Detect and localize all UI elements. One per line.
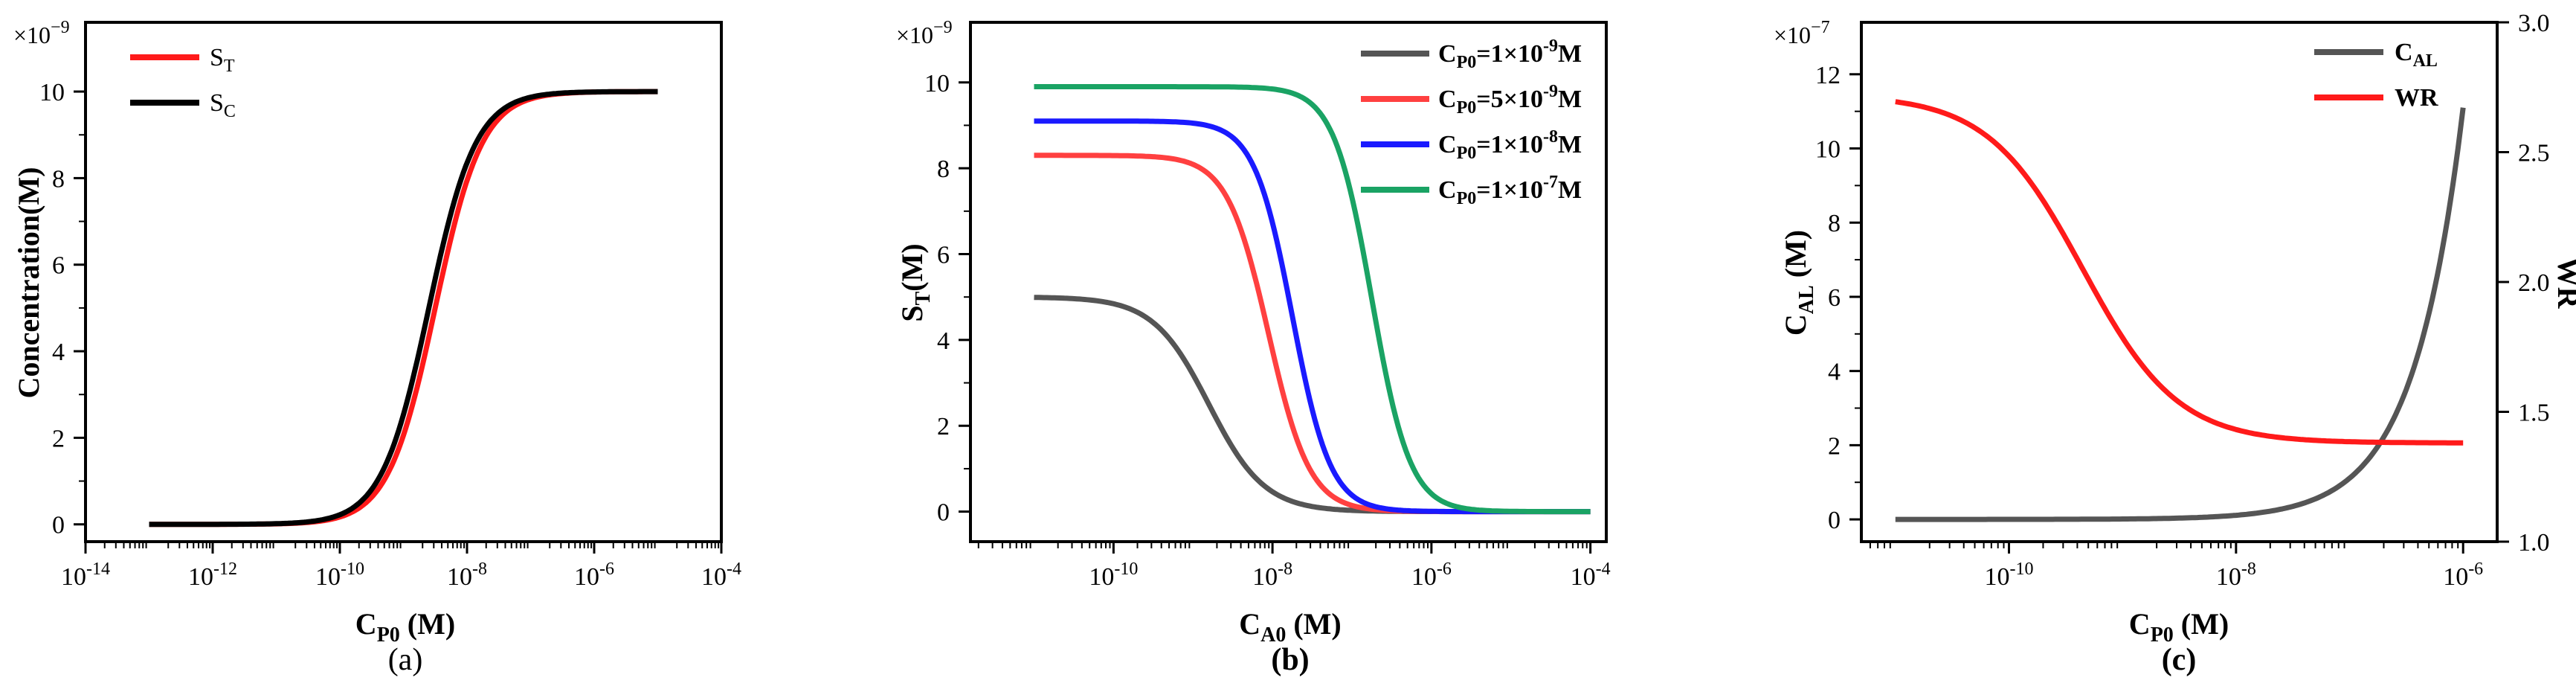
x-tick-label: 10-6 [1411,560,1452,591]
series-line-2 [1034,153,1591,515]
x-tick-label: 10-8 [1252,560,1292,591]
y-tick-label: 2 [52,425,65,452]
legend-label-1: CP0=1×10-9M [1438,36,1582,72]
panel-c-curves [1895,99,2466,522]
legend-label-sc: SC [210,89,236,121]
panel-b: 10-10 10-8 10-6 10-4 0 2 4 6 8 10 ×10−9 ST(M) CA… [895,18,1611,677]
panel-b-y-label: ST(M) [895,243,935,321]
panel-c-legend: CAL WR [2314,39,2438,112]
series-line-1 [1895,107,2466,522]
panel-c-label: (c) [2162,643,2197,677]
legend-label-4: CP0=1×10-7M [1438,173,1582,208]
panel-c-y2-ticks: 1.0 1.5 2.0 2.5 3.0 [2497,10,2550,557]
panel-a-y-label: Concentration(M) [12,167,45,398]
x-tick-label: 10-10 [315,560,364,591]
y2-tick-label: 1.0 [2518,529,2550,557]
panel-a-frame [84,21,723,543]
x-tick-label: 10-6 [2443,560,2483,591]
panel-c-y-ticks: 0 2 4 6 8 10 12 [1815,62,1861,534]
y-tick-label: 0 [937,499,950,527]
y2-tick-label: 2.5 [2518,140,2550,167]
panel-a-y-ticks: 0 2 4 6 8 10 [39,79,86,539]
y-tick-label: 8 [937,156,950,183]
x-tick-label: 10-10 [1089,560,1138,591]
panel-a-label: (a) [388,643,423,677]
y-tick-label: 10 [924,70,950,97]
x-tick-label: 10-4 [701,560,741,591]
panel-b-curves [1034,84,1591,515]
panel-b-y-ticks: 0 2 4 6 8 10 [924,70,970,527]
panel-b-label: (b) [1271,643,1309,677]
panel-b-frame [969,21,1608,543]
panel-b-x-ticks: 10-10 10-8 10-6 10-4 [977,542,1611,591]
x-tick-label: 10-12 [188,560,237,591]
panel-b-multiplier: ×10−9 [896,18,953,48]
panel-a-legend: ST SC [130,44,236,121]
y2-tick-label: 1.5 [2518,400,2550,427]
panel-a-curves [149,89,658,528]
panel-a: 10-14 10-12 10-10 10-8 10-6 10-4 0 2 4 6 8 10 ×10−… [12,18,741,677]
y-tick-label: 0 [1828,507,1841,534]
panel-c-multiplier: ×10−7 [1774,18,1830,48]
y-tick-label: 4 [1828,359,1841,386]
x-tick-label: 10-8 [447,560,487,591]
y-tick-label: 2 [937,413,950,440]
panel-c-y2-label: WR [2551,257,2576,310]
y-tick-label: 8 [52,165,65,193]
y-tick-label: 0 [52,512,65,539]
panel-a-x-label: CP0 (M) [355,607,455,647]
legend-label-st: ST [210,44,235,76]
legend-label-3: CP0=1×10-8M [1438,127,1582,163]
panel-a-multiplier: ×10−9 [13,18,70,48]
panel-c-x-ticks: 10-10 10-8 10-6 [1869,542,2483,591]
x-tick-label: 10-8 [2216,560,2256,591]
y2-tick-label: 2.0 [2518,269,2550,297]
panel-b-legend: CP0=1×10-9M CP0=5×10-9M CP0=1×10-8M CP0=1×1… [1361,36,1582,208]
y-tick-label: 4 [52,339,65,366]
y-tick-label: 4 [937,327,950,355]
panel-a-x-ticks: 10-14 10-12 10-10 10-8 10-6 10-4 [61,542,741,591]
y-tick-label: 6 [1828,284,1841,312]
panel-c-x-label: CP0 (M) [2129,607,2229,647]
legend-label-2: CP0=5×10-9M [1438,82,1582,118]
y-tick-label: 10 [1815,136,1841,164]
x-tick-label: 10-6 [574,560,614,591]
legend-label-cal: CAL [2395,39,2438,71]
x-tick-label: 10-10 [1984,560,2033,591]
panel-c-y-label: CAL (M) [1779,230,1818,336]
y-tick-label: 2 [1828,432,1841,460]
y2-tick-label: 3.0 [2518,10,2550,37]
series-line-4 [1034,84,1591,515]
y-tick-label: 6 [937,242,950,269]
y-tick-label: 12 [1815,62,1841,89]
series-line-2 [149,89,658,528]
legend-label-wr: WR [2395,84,2438,112]
x-tick-label: 10-4 [1571,560,1611,591]
y-tick-label: 6 [52,252,65,280]
y-tick-label: 10 [39,79,65,106]
series-line-1 [149,89,658,528]
panel-b-x-label: CA0 (M) [1239,607,1342,647]
series-line-2 [1895,99,2464,446]
x-tick-label: 10-14 [61,560,110,591]
y-tick-label: 8 [1828,210,1841,237]
